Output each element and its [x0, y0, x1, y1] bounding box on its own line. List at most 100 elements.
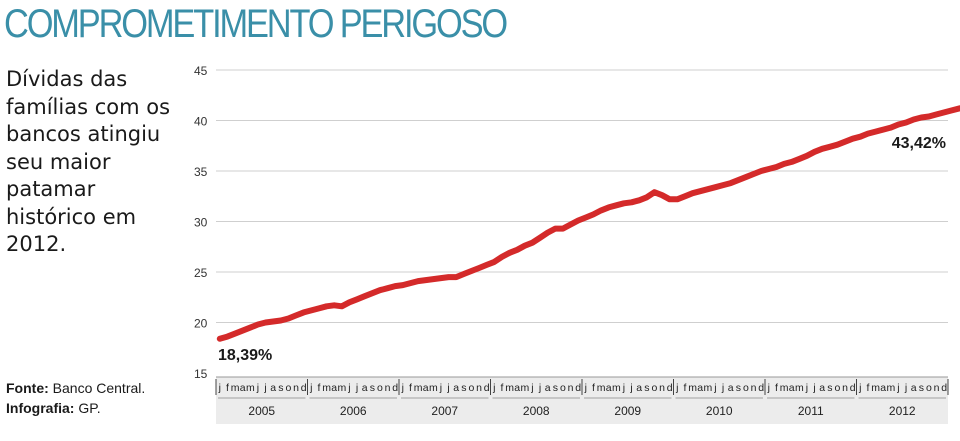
year-tick-label: 2011 — [798, 404, 824, 418]
month-tick-label: n — [751, 382, 757, 394]
month-tick-label: j — [584, 382, 587, 394]
month-tick-label: d — [392, 382, 398, 394]
month-tick-label: d — [667, 382, 673, 394]
month-tick-label: j — [309, 382, 312, 394]
month-tick-label: j — [347, 382, 350, 394]
month-tick-label: j — [446, 382, 449, 394]
month-tick-label: d — [758, 382, 764, 394]
month-tick-label: j — [904, 382, 907, 394]
month-tick-label: m — [322, 382, 331, 394]
month-tick-label: s — [553, 382, 558, 394]
month-tick-label: j — [218, 382, 221, 394]
infographic-line: Infografia: GP. — [6, 398, 145, 418]
month-tick-label: j — [439, 382, 442, 394]
month-tick-label: f — [317, 382, 320, 394]
y-tick-label: 35 — [194, 165, 208, 179]
month-tick-label: a — [270, 382, 276, 394]
month-tick-label: m — [520, 382, 529, 394]
y-tick-label: 30 — [194, 216, 208, 230]
chart-description: Dívidas das famílias com os bancos ating… — [6, 67, 171, 256]
month-tick-label: s — [736, 382, 741, 394]
month-tick-label: a — [545, 382, 551, 394]
month-tick-label: n — [659, 382, 665, 394]
month-tick-label: o — [743, 382, 749, 394]
month-tick-label: d — [850, 382, 856, 394]
month-tick-label: a — [423, 382, 429, 394]
month-tick-label: j — [721, 382, 724, 394]
month-tick-label: j — [675, 382, 678, 394]
month-tick-label: n — [385, 382, 391, 394]
month-tick-label: m — [414, 382, 423, 394]
month-tick-label: a — [728, 382, 734, 394]
month-tick-label: a — [362, 382, 368, 394]
month-tick-label: d — [484, 382, 490, 394]
month-tick-label: o — [377, 382, 383, 394]
source-value: Banco Central. — [52, 380, 146, 396]
month-tick-label: f — [866, 382, 869, 394]
month-tick-label: j — [492, 382, 495, 394]
month-tick-label: s — [278, 382, 283, 394]
month-tick-label: j — [629, 382, 632, 394]
month-tick-label: o — [926, 382, 932, 394]
month-tick-label: f — [409, 382, 412, 394]
year-tick-label: 2009 — [614, 404, 641, 418]
y-tick-label: 20 — [194, 317, 208, 331]
year-tick-label: 2006 — [340, 404, 367, 418]
y-tick-label: 40 — [194, 115, 208, 129]
month-tick-label: a — [789, 382, 795, 394]
month-tick-label: n — [476, 382, 482, 394]
year-tick-label: 2008 — [523, 404, 550, 418]
month-tick-label: f — [775, 382, 778, 394]
month-tick-label: s — [461, 382, 466, 394]
month-tick-label: j — [530, 382, 533, 394]
month-tick-label: a — [880, 382, 886, 394]
month-tick-label: j — [256, 382, 259, 394]
infographic-value: GP. — [78, 400, 101, 416]
month-tick-label: m — [231, 382, 240, 394]
month-tick-label: j — [858, 382, 861, 394]
month-tick-label: f — [500, 382, 503, 394]
infographic-label: Infografia: — [6, 400, 75, 416]
month-tick-label: a — [331, 382, 337, 394]
source-label: Fonte: — [6, 380, 49, 396]
y-tick-label: 45 — [194, 64, 208, 78]
month-tick-label: f — [592, 382, 595, 394]
month-tick-label: f — [226, 382, 229, 394]
month-tick-label: a — [636, 382, 642, 394]
year-tick-label: 2010 — [706, 404, 733, 418]
month-tick-label: a — [911, 382, 917, 394]
month-tick-label: m — [780, 382, 789, 394]
month-tick-label: d — [301, 382, 307, 394]
series-line — [216, 105, 960, 342]
month-tick-label: m — [597, 382, 606, 394]
month-tick-label: m — [246, 382, 255, 394]
month-tick-label: n — [842, 382, 848, 394]
month-tick-label: a — [514, 382, 520, 394]
month-tick-label: j — [263, 382, 266, 394]
month-tick-label: j — [767, 382, 770, 394]
month-tick-label: m — [612, 382, 621, 394]
month-tick-label: m — [429, 382, 438, 394]
month-tick-label: j — [805, 382, 808, 394]
source-line: Fonte: Banco Central. — [6, 378, 145, 398]
month-tick-label: a — [819, 382, 825, 394]
month-tick-label: m — [886, 382, 895, 394]
chart-title: COMPROMETIMENTO PERIGOSO — [4, 2, 508, 46]
month-tick-label: m — [688, 382, 697, 394]
month-tick-label: j — [538, 382, 541, 394]
month-tick-label: o — [469, 382, 475, 394]
month-tick-label: j — [355, 382, 358, 394]
month-tick-label: n — [568, 382, 574, 394]
month-tick-label: m — [703, 382, 712, 394]
month-tick-label: s — [919, 382, 924, 394]
month-tick-label: d — [575, 382, 581, 394]
month-tick-label: f — [683, 382, 686, 394]
month-tick-label: s — [370, 382, 375, 394]
y-tick-label: 15 — [194, 367, 208, 381]
month-tick-label: j — [896, 382, 899, 394]
month-tick-label: d — [941, 382, 947, 394]
month-tick-label: o — [286, 382, 292, 394]
month-tick-label: a — [453, 382, 459, 394]
month-tick-label: j — [713, 382, 716, 394]
